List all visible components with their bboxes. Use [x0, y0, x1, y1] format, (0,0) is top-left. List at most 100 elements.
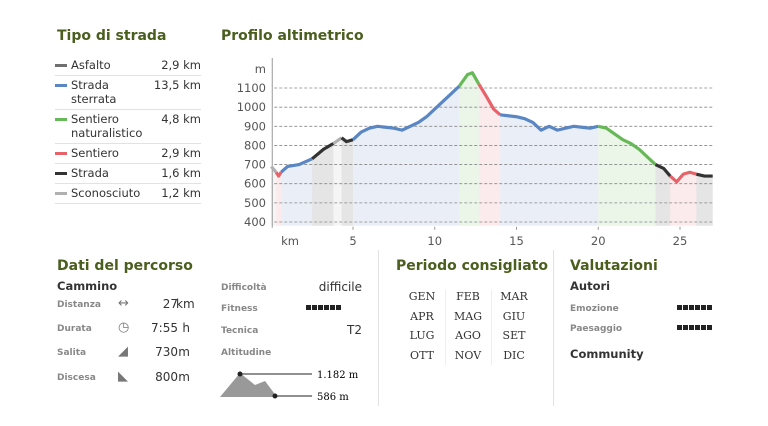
legend-row: Sconosciuto 1,2 km [55, 184, 201, 204]
section-title: Valutazioni [570, 258, 658, 274]
month: MAR [500, 290, 528, 303]
rating-dot [677, 305, 682, 310]
legend-row: Sentiero naturalistico 4,8 km [55, 110, 201, 144]
rating-dot [707, 325, 712, 330]
rating [677, 305, 712, 310]
row-unit: h [182, 321, 190, 335]
y-tick-label: 600 [244, 177, 266, 191]
legend-value: 1,6 km [161, 166, 201, 180]
legend-row: Strada sterrata 13,5 km [55, 76, 201, 110]
subtitle: Autori [570, 279, 611, 293]
section-title: Tipo di strada [57, 28, 167, 44]
profile-line [351, 84, 461, 141]
area [276, 172, 282, 226]
profile-line [499, 113, 599, 132]
y-tick-label: 700 [244, 158, 266, 172]
rating-dot [695, 305, 700, 310]
row-value: T2 [347, 323, 362, 337]
month: GIU [502, 309, 526, 323]
legend-swatch [55, 118, 67, 121]
rating-dot [707, 305, 712, 310]
month: GEN [408, 290, 436, 303]
profile-line [340, 136, 354, 144]
divider [553, 250, 554, 406]
profile-line [274, 171, 283, 178]
rating-dot [701, 305, 706, 310]
rating-dot [683, 305, 688, 310]
area [312, 143, 334, 226]
y-unit: m [255, 62, 266, 76]
month: NOV [454, 348, 482, 362]
profile-line [695, 172, 713, 178]
rating [677, 325, 712, 330]
profile-line [311, 142, 335, 161]
rating-dot [330, 305, 335, 310]
divider [378, 250, 379, 406]
altitude-min: 586 m [317, 392, 349, 403]
row-unit: km [176, 297, 195, 311]
row-value: 730 [155, 345, 178, 359]
row-label: Altitudine [221, 348, 272, 358]
legend-value: 4,8 km [161, 112, 201, 126]
subtitle: Community [570, 347, 644, 361]
area [459, 72, 479, 226]
legend-value: 2,9 km [161, 146, 201, 160]
rating-dot [689, 325, 694, 330]
y-tick-label: 400 [244, 215, 266, 229]
legend-name: Sconosciuto [71, 186, 141, 200]
mountain-icon [220, 373, 277, 397]
row-label: Tecnica [221, 326, 259, 336]
area [353, 86, 460, 226]
profile-line [669, 170, 697, 184]
rating-dot [677, 325, 682, 330]
row-value: 800 [155, 370, 178, 384]
x-tick-label: 10 [427, 234, 442, 248]
row-label: Fitness [221, 304, 258, 314]
y-tick-label: 1100 [237, 81, 266, 95]
area [281, 158, 313, 226]
y-tick-label: 1000 [237, 100, 266, 114]
row-label: Emozione [570, 304, 619, 314]
y-tick-label: 800 [244, 138, 266, 152]
month: FEB [456, 290, 480, 303]
section-title: Periodo consigliato [396, 258, 548, 274]
rating-dot [318, 305, 323, 310]
profile-line [270, 165, 278, 174]
legend-row: Strada 1,6 km [55, 164, 201, 184]
row-unit: m [178, 345, 190, 359]
profile-line [597, 124, 657, 166]
month-divider [491, 290, 492, 365]
area [341, 137, 353, 226]
road-legend: Asfalto 2,9 km Strada sterrata 13,5 km Senti… [55, 56, 201, 204]
legend-name: Strada [71, 166, 109, 180]
rating-dot [306, 305, 311, 310]
area [670, 172, 697, 226]
rating-dot [689, 305, 694, 310]
legend-name: Strada sterrata [71, 78, 117, 106]
legend-name: Asfalto [71, 58, 111, 72]
profile-line [654, 163, 672, 178]
rating [306, 305, 341, 310]
area [696, 174, 713, 226]
area [500, 114, 599, 226]
row-label: Distanza [57, 300, 102, 310]
legend-swatch [55, 192, 67, 195]
altitude-max: 1.182 m [317, 370, 359, 381]
section-title: Profilo altimetrico [221, 28, 364, 44]
x-tick-label: 5 [349, 234, 356, 248]
month: DIC [503, 348, 525, 362]
legend-name: Sentiero naturalistico [71, 112, 143, 140]
profile-line [280, 157, 313, 174]
legend-value: 2,9 km [161, 58, 201, 72]
row-value: difficile [318, 280, 362, 294]
y-tick-label: 500 [244, 196, 266, 210]
row-value: 27 [162, 297, 178, 311]
profile-line [457, 71, 481, 88]
rating-dot [701, 325, 706, 330]
row-icon: ◷ [118, 320, 130, 335]
month: LUG [409, 329, 435, 342]
profile-line [332, 136, 343, 145]
month: AGO [455, 329, 481, 342]
area [655, 164, 671, 226]
